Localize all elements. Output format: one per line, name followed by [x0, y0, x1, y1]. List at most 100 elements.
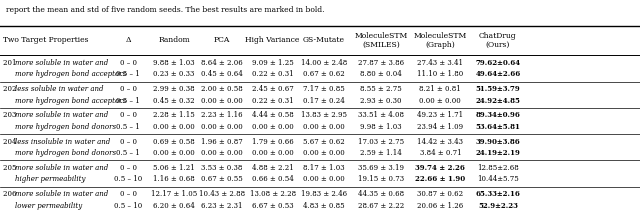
Text: 33.51 ± 4.08: 33.51 ± 4.08 — [358, 111, 404, 119]
Text: Random: Random — [158, 36, 190, 45]
Text: 5.06 ± 1.21: 5.06 ± 1.21 — [153, 164, 195, 172]
Text: 0.5 – 10: 0.5 – 10 — [114, 175, 142, 183]
Text: 2.28 ± 1.15: 2.28 ± 1.15 — [153, 111, 195, 119]
Text: 22.66 ± 1.90: 22.66 ± 1.90 — [415, 175, 465, 183]
Text: Δ: Δ — [125, 36, 131, 45]
Text: 6.23 ± 2.31: 6.23 ± 2.31 — [202, 202, 243, 210]
Text: 39.90±3.86: 39.90±3.86 — [476, 138, 520, 145]
Text: more soluble in water and: more soluble in water and — [15, 111, 108, 119]
Text: 20.06 ± 1.26: 20.06 ± 1.26 — [417, 202, 463, 210]
Text: 27.87 ± 3.86: 27.87 ± 3.86 — [358, 59, 404, 67]
Text: ChatDrug
(Ours): ChatDrug (Ours) — [479, 32, 516, 49]
Text: 0.00 ± 0.00: 0.00 ± 0.00 — [153, 149, 195, 157]
Text: PCA: PCA — [214, 36, 230, 45]
Text: 9.09 ± 1.25: 9.09 ± 1.25 — [252, 59, 294, 67]
Text: 6.20 ± 0.64: 6.20 ± 0.64 — [153, 202, 195, 210]
Text: more hydrogen bond donors: more hydrogen bond donors — [15, 149, 116, 157]
Text: 2.00 ± 0.58: 2.00 ± 0.58 — [201, 85, 243, 93]
Text: 79.62±0.64: 79.62±0.64 — [476, 59, 520, 67]
Text: 0 – 0: 0 – 0 — [120, 138, 136, 145]
Text: 44.35 ± 0.68: 44.35 ± 0.68 — [358, 190, 404, 198]
Text: 0.00 ± 0.00: 0.00 ± 0.00 — [252, 123, 294, 131]
Text: 0.00 ± 0.00: 0.00 ± 0.00 — [201, 149, 243, 157]
Text: 0.5 – 10: 0.5 – 10 — [114, 202, 142, 210]
Text: 24.19±2.19: 24.19±2.19 — [476, 149, 520, 157]
Text: 0.00 ± 0.00: 0.00 ± 0.00 — [303, 175, 345, 183]
Text: 0.00 ± 0.00: 0.00 ± 0.00 — [201, 96, 243, 105]
Text: 0.5 – 1: 0.5 – 1 — [116, 96, 140, 105]
Text: Two Target Properties: Two Target Properties — [3, 36, 89, 45]
Text: 204: 204 — [3, 138, 19, 145]
Text: more soluble in water and: more soluble in water and — [15, 59, 108, 67]
Text: 0.69 ± 0.58: 0.69 ± 0.58 — [153, 138, 195, 145]
Text: higher permeability: higher permeability — [15, 175, 85, 183]
Text: 205: 205 — [3, 164, 19, 172]
Text: 202: 202 — [3, 85, 19, 93]
Text: 53.64±5.81: 53.64±5.81 — [476, 123, 520, 131]
Text: 1.16 ± 0.68: 1.16 ± 0.68 — [153, 175, 195, 183]
Text: 9.98 ± 1.03: 9.98 ± 1.03 — [360, 123, 402, 131]
Text: 206: 206 — [3, 190, 19, 198]
Text: 30.87 ± 0.62: 30.87 ± 0.62 — [417, 190, 463, 198]
Text: 0.5 – 1: 0.5 – 1 — [116, 149, 140, 157]
Text: 27.43 ± 3.41: 27.43 ± 3.41 — [417, 59, 463, 67]
Text: 65.33±2.16: 65.33±2.16 — [476, 190, 520, 198]
Text: 1.96 ± 0.87: 1.96 ± 0.87 — [201, 138, 243, 145]
Text: 0.00 ± 0.00: 0.00 ± 0.00 — [201, 123, 243, 131]
Text: 2.93 ± 0.30: 2.93 ± 0.30 — [360, 96, 401, 105]
Text: 0.17 ± 0.24: 0.17 ± 0.24 — [303, 96, 345, 105]
Text: report the mean and std of five random seeds. The best results are marked in bol: report the mean and std of five random s… — [6, 6, 325, 14]
Text: 0.00 ± 0.00: 0.00 ± 0.00 — [153, 123, 195, 131]
Text: 10.43 ± 2.88: 10.43 ± 2.88 — [199, 190, 245, 198]
Text: 51.59±3.79: 51.59±3.79 — [476, 85, 520, 93]
Text: GS-Mutate: GS-Mutate — [303, 36, 345, 45]
Text: 203: 203 — [3, 111, 19, 119]
Text: 35.69 ± 3.19: 35.69 ± 3.19 — [358, 164, 404, 172]
Text: 2.59 ± 1.14: 2.59 ± 1.14 — [360, 149, 402, 157]
Text: 2.45 ± 0.67: 2.45 ± 0.67 — [252, 85, 294, 93]
Text: 0.00 ± 0.00: 0.00 ± 0.00 — [252, 149, 294, 157]
Text: more hydrogen bond donors: more hydrogen bond donors — [15, 123, 116, 131]
Text: 4.88 ± 2.21: 4.88 ± 2.21 — [252, 164, 294, 172]
Text: 0.00 ± 0.00: 0.00 ± 0.00 — [303, 149, 345, 157]
Text: 4.83 ± 0.85: 4.83 ± 0.85 — [303, 202, 345, 210]
Text: 2.99 ± 0.38: 2.99 ± 0.38 — [153, 85, 195, 93]
Text: less soluble in water and: less soluble in water and — [15, 85, 103, 93]
Text: 8.55 ± 2.75: 8.55 ± 2.75 — [360, 85, 402, 93]
Text: 7.17 ± 0.85: 7.17 ± 0.85 — [303, 85, 345, 93]
Text: 8.17 ± 1.03: 8.17 ± 1.03 — [303, 164, 345, 172]
Text: 201: 201 — [3, 59, 19, 67]
Text: less insoluble in water and: less insoluble in water and — [15, 138, 110, 145]
Text: 8.21 ± 0.81: 8.21 ± 0.81 — [419, 85, 461, 93]
Text: 3.53 ± 0.38: 3.53 ± 0.38 — [202, 164, 243, 172]
Text: 0 – 0: 0 – 0 — [120, 111, 136, 119]
Text: 13.08 ± 2.28: 13.08 ± 2.28 — [250, 190, 296, 198]
Text: High Variance: High Variance — [246, 36, 300, 45]
Text: 0.5 – 1: 0.5 – 1 — [116, 123, 140, 131]
Text: 11.10 ± 1.80: 11.10 ± 1.80 — [417, 70, 463, 78]
Text: 14.00 ± 2.48: 14.00 ± 2.48 — [301, 59, 347, 67]
Text: 1.79 ± 0.66: 1.79 ± 0.66 — [252, 138, 294, 145]
Text: 9.88 ± 1.03: 9.88 ± 1.03 — [153, 59, 195, 67]
Text: 24.92±4.85: 24.92±4.85 — [476, 96, 520, 105]
Text: 5.67 ± 0.62: 5.67 ± 0.62 — [303, 138, 345, 145]
Text: 19.83 ± 2.46: 19.83 ± 2.46 — [301, 190, 347, 198]
Text: 0.00 ± 0.00: 0.00 ± 0.00 — [303, 123, 345, 131]
Text: 23.94 ± 1.09: 23.94 ± 1.09 — [417, 123, 463, 131]
Text: 4.44 ± 0.58: 4.44 ± 0.58 — [252, 111, 294, 119]
Text: 10.44±5.75: 10.44±5.75 — [477, 175, 519, 183]
Text: 17.03 ± 2.75: 17.03 ± 2.75 — [358, 138, 404, 145]
Text: 13.83 ± 2.95: 13.83 ± 2.95 — [301, 111, 347, 119]
Text: 0 – 0: 0 – 0 — [120, 190, 136, 198]
Text: MoleculeSTM
(SMILES): MoleculeSTM (SMILES) — [354, 32, 408, 49]
Text: 2.23 ± 1.16: 2.23 ± 1.16 — [201, 111, 243, 119]
Text: 49.23 ± 1.71: 49.23 ± 1.71 — [417, 111, 463, 119]
Text: MoleculeSTM
(Graph): MoleculeSTM (Graph) — [413, 32, 467, 49]
Text: 6.67 ± 0.53: 6.67 ± 0.53 — [252, 202, 294, 210]
Text: 0.66 ± 0.54: 0.66 ± 0.54 — [252, 175, 294, 183]
Text: 14.42 ± 3.43: 14.42 ± 3.43 — [417, 138, 463, 145]
Text: 0.22 ± 0.31: 0.22 ± 0.31 — [252, 96, 294, 105]
Text: 19.15 ± 0.73: 19.15 ± 0.73 — [358, 175, 404, 183]
Text: 49.64±2.66: 49.64±2.66 — [476, 70, 520, 78]
Text: 3.84 ± 0.71: 3.84 ± 0.71 — [419, 149, 461, 157]
